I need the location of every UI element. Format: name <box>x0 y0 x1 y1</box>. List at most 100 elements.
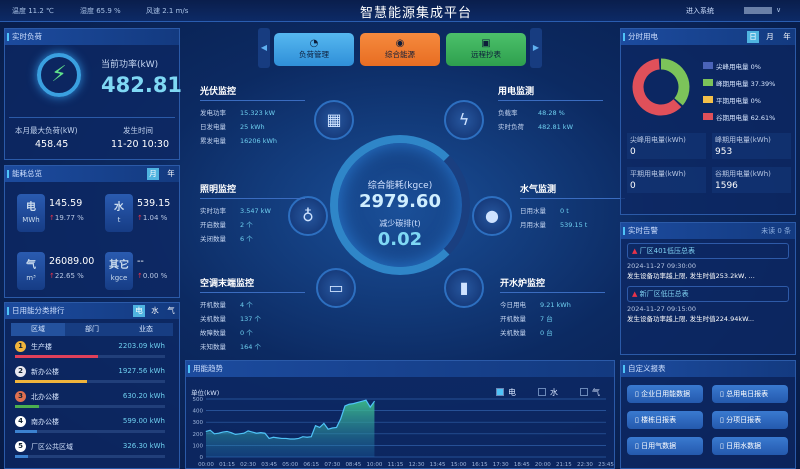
rank-medal-icon: 3 <box>15 391 26 402</box>
y-tick-label: 400 <box>193 409 204 415</box>
y-tick-label: 200 <box>193 432 204 438</box>
data-point <box>222 431 224 433</box>
rank-medal-icon: 1 <box>15 341 26 352</box>
panel-title: 日用能分类排行 <box>12 306 65 315</box>
integrated-energy-button[interactable]: ◉ 综合能源 <box>360 33 440 66</box>
toggle-electric[interactable]: 电 <box>133 305 145 317</box>
toggle-year[interactable]: 年 <box>167 169 175 178</box>
data-point <box>251 431 253 433</box>
report-button[interactable]: ▯ 总用电日报表 <box>712 385 788 403</box>
data-point <box>352 403 354 405</box>
tab-business[interactable]: 业态 <box>139 325 153 333</box>
alarm-item[interactable]: ▲ 厂区401低压总表 2024-11-27 09:30:00 发生设备功率越上… <box>627 243 789 280</box>
data-point <box>348 403 350 405</box>
load-management-button[interactable]: ◔ 负荷管理 <box>274 33 354 66</box>
ranking-row[interactable]: 1 生产楼 2203.09 kWh <box>7 340 177 358</box>
user-menu[interactable] <box>744 7 772 14</box>
panel-title: 能耗总览 <box>12 169 42 178</box>
occur-time: 11-20 10:30 <box>111 139 170 150</box>
report-button[interactable]: ▯ 楼栋日报表 <box>627 411 703 429</box>
ranking-row[interactable]: 2 新办公楼 1927.56 kWh <box>7 365 177 383</box>
ranking-row[interactable]: 3 北办公楼 630.20 kWh <box>7 390 177 408</box>
data-point <box>357 402 358 403</box>
data-point <box>310 436 312 438</box>
category-badge: 电 MWh <box>17 194 45 232</box>
legend-item[interactable]: 气 <box>580 387 600 398</box>
overview-value: 539.15 <box>137 198 171 209</box>
data-point <box>235 433 236 435</box>
rank-medal-icon: 5 <box>15 441 26 452</box>
data-point <box>340 418 342 420</box>
ranking-bar <box>15 380 165 383</box>
donut-slice <box>632 58 682 116</box>
toggle-month[interactable]: 月 <box>766 32 774 41</box>
ranking-tabs: 区域 部门 业态 <box>11 323 173 336</box>
tab-area[interactable]: 区域 <box>11 323 65 336</box>
report-button[interactable]: ▯ 分项日报表 <box>712 411 788 429</box>
toggle-water[interactable]: 水 <box>151 306 159 315</box>
x-tick-label: 01:15 <box>219 462 235 468</box>
x-tick-label: 05:00 <box>282 462 298 468</box>
tou-legend-item: 峰期用电量 37.39% <box>703 76 775 93</box>
legend-item[interactable]: 电 <box>496 387 516 398</box>
overview-change: ↑1.04 % <box>137 214 168 222</box>
temperature: 温度 11.2 ℃ <box>12 7 54 15</box>
overview-item: 气 m³ 26089.00 ↑22.65 % <box>17 252 101 296</box>
legend-item[interactable]: 水 <box>538 387 558 398</box>
ranking-name: 生产楼 <box>31 343 52 351</box>
metric-row: 开机数量 4 个 <box>200 301 253 309</box>
metric-row: 发电功率 15.323 kW <box>200 109 276 117</box>
legend-checkbox[interactable] <box>580 388 588 396</box>
category-badge: 气 m³ <box>17 252 45 290</box>
chevron-down-icon[interactable]: ∨ <box>776 6 782 14</box>
report-button[interactable]: ▯ 日用水数据 <box>712 437 788 455</box>
y-tick-label: 0 <box>200 455 204 461</box>
tab-department[interactable]: 部门 <box>85 325 99 333</box>
report-button[interactable]: ▯ 企业日用能数据 <box>627 385 703 403</box>
data-point <box>294 438 295 440</box>
toggle-month[interactable]: 月 <box>147 168 159 180</box>
metric-row: 日发电量 25 kWh <box>200 123 265 131</box>
alarm-icon: ▲ <box>632 247 638 255</box>
x-tick-label: 21:15 <box>556 462 572 468</box>
metric-row: 累发电量 16206 kWh <box>200 137 278 145</box>
tou-stat: 平期用电量(kWh) 0 <box>627 167 706 193</box>
document-icon: ▯ <box>720 390 727 398</box>
report-button[interactable]: ▯ 日用气数据 <box>627 437 703 455</box>
metric-row: 实时负荷 482.81 kW <box>498 123 574 131</box>
toggle-day[interactable]: 日 <box>747 31 759 43</box>
nav-prev-arrow[interactable]: ◀ <box>258 28 270 68</box>
ranking-row[interactable]: 5 厂区公共区域 326.30 kWh <box>7 440 177 458</box>
data-point <box>369 406 371 408</box>
toggle-gas[interactable]: 气 <box>167 306 175 315</box>
energy-overview-panel: 能耗总览 月 年 电 MWh 145.59 ↑19.77 % 水 t 539.15 ↑… <box>4 165 180 298</box>
enter-system-link[interactable]: 进入系统 <box>686 7 714 15</box>
x-tick-label: 07:30 <box>324 462 340 468</box>
metric-row: 关机数量 137 个 <box>200 315 261 323</box>
data-point <box>209 429 211 431</box>
nav-next-arrow[interactable]: ▶ <box>530 28 542 68</box>
x-tick-label: 13:45 <box>430 462 446 468</box>
alarm-item[interactable]: ▲ 新厂区低压总表 2024-11-27 09:15:00 发生设备功率越上限,… <box>627 286 789 323</box>
toggle-year[interactable]: 年 <box>783 32 791 41</box>
energy-trend-panel: 用能趋势 单位(kW) 电 水 气 0 100 200 300 400 500 00:00 01:… <box>185 360 615 469</box>
x-tick-label: 22:30 <box>577 462 593 468</box>
tou-stat: 谷期用电量(kWh) 1596 <box>712 167 791 193</box>
data-point <box>344 405 346 407</box>
x-tick-label: 06:15 <box>303 462 319 468</box>
remote-meter-button[interactable]: ▣ 远程抄表 <box>446 33 526 66</box>
metric-row: 月用水量 539.15 t <box>520 221 588 229</box>
y-tick-label: 500 <box>193 397 204 403</box>
ranking-value: 2203.09 kWh <box>118 342 165 350</box>
solar-panel-icon: ▦ <box>314 100 354 140</box>
custom-report-panel: 自定义报表 ▯ 企业日用能数据 ▯ 总用电日报表 ▯ 楼栋日报表 ▯ 分项日报表 ▯ 日… <box>620 360 796 469</box>
legend-checkbox[interactable] <box>496 388 504 396</box>
metric-row: 今日用电 9.21 kWh <box>500 301 571 309</box>
data-point <box>336 427 337 428</box>
legend-checkbox[interactable] <box>538 388 546 396</box>
ranking-row[interactable]: 4 南办公楼 599.00 kWh <box>7 415 177 433</box>
data-point <box>260 432 262 434</box>
ranking-name: 南办公楼 <box>31 418 59 426</box>
data-point <box>315 425 316 427</box>
